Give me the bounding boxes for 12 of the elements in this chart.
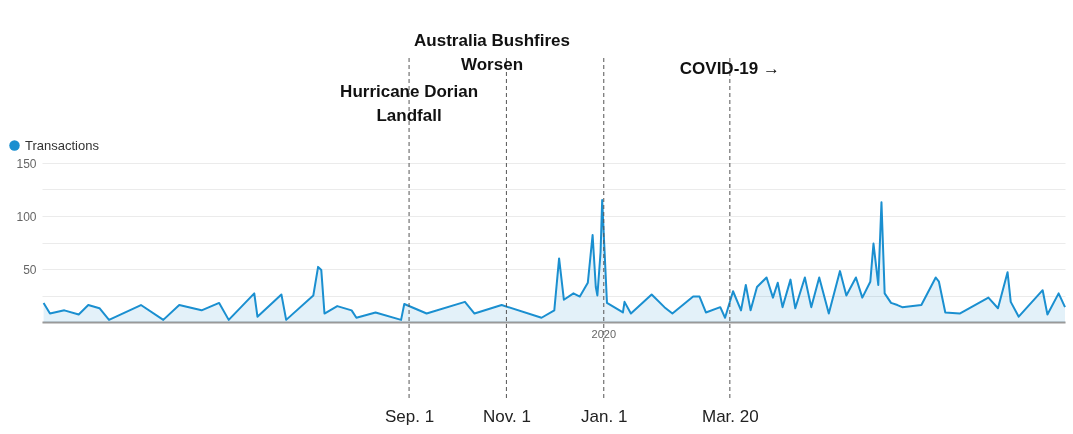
- y-tick-label: 150: [16, 156, 37, 171]
- x-tick-label: Mar. 20: [702, 406, 759, 426]
- y-tick-label: 100: [16, 209, 37, 224]
- annotation: COVID-19 →: [679, 59, 780, 78]
- annotation: Hurricane Dorian Landfall: [340, 82, 479, 125]
- legend-label: Transactions: [25, 137, 100, 153]
- y-tick-label: 50: [23, 262, 37, 277]
- text: Australia Bushfires Worsen: [414, 31, 570, 74]
- annotation: 2020: [591, 328, 617, 340]
- x-tick-label: Nov. 1: [482, 406, 531, 426]
- x-tick-label: Sep. 1: [384, 406, 435, 426]
- x-tick-label: Jan. 1: [581, 406, 628, 426]
